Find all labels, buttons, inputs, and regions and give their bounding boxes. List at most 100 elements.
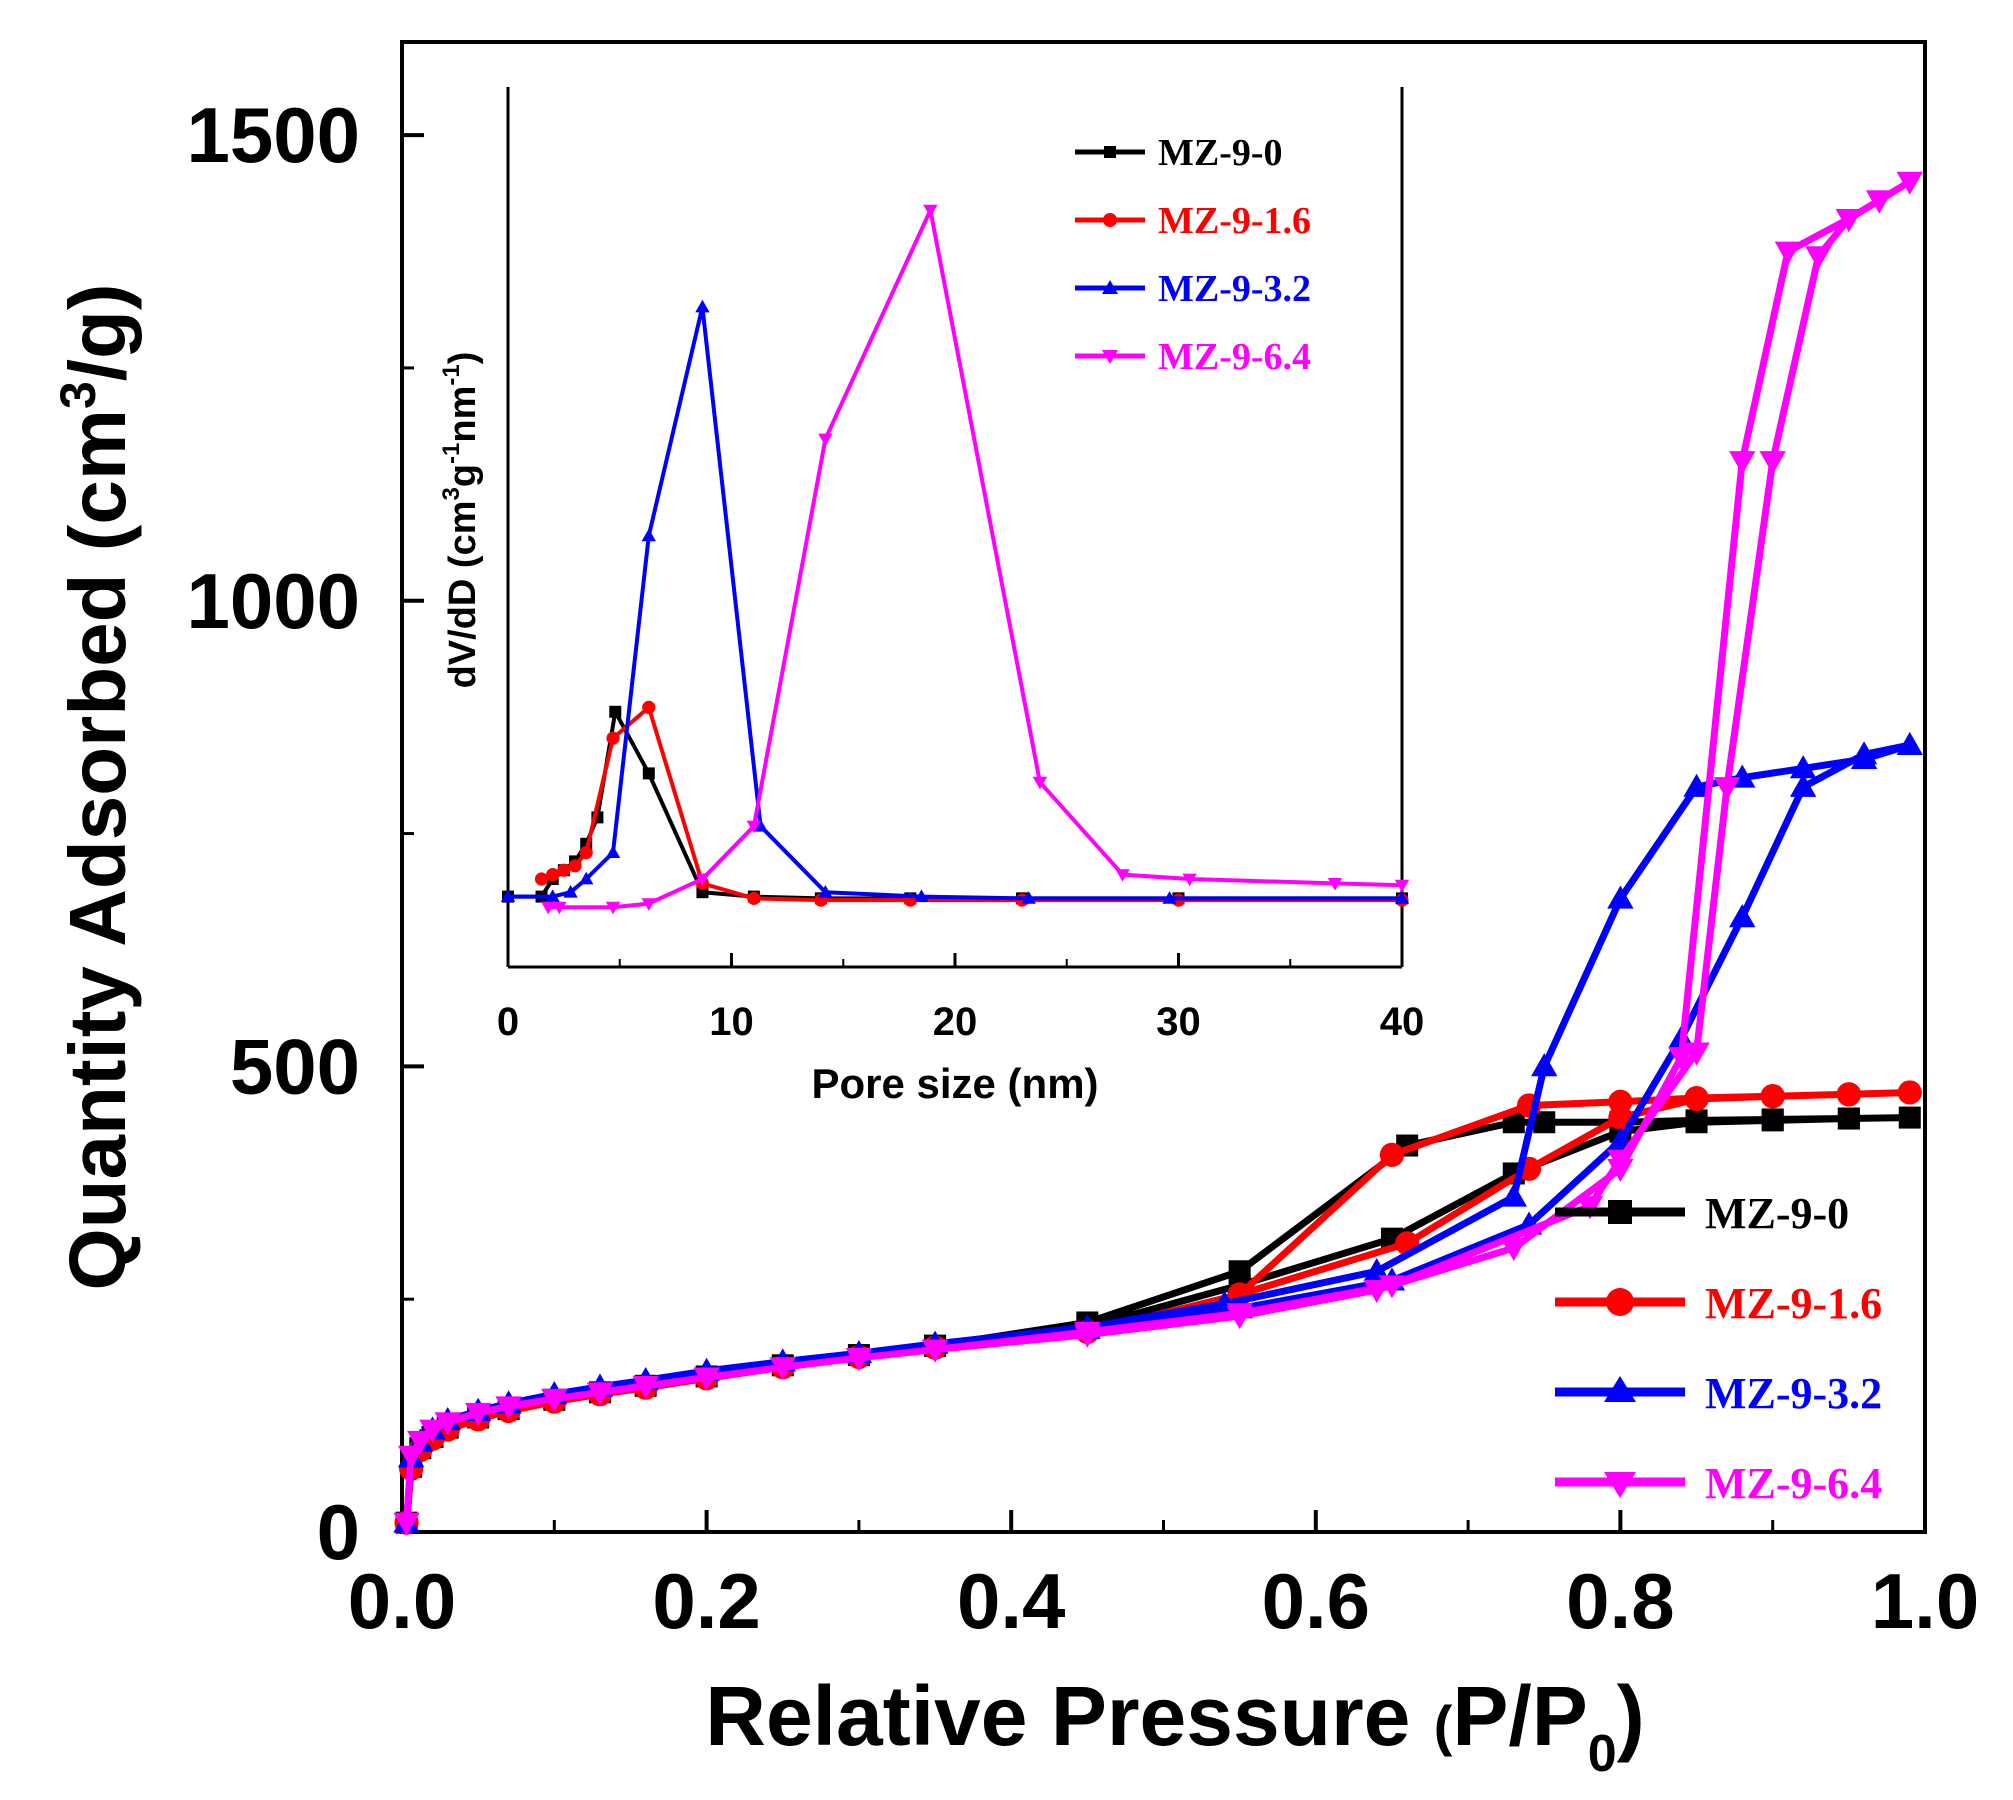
main-data-point-mz-9-0 — [1761, 1108, 1784, 1131]
inset-data-point-mz-9-6-4 — [923, 204, 938, 218]
main-x-tick-label: 0.2 — [652, 1557, 760, 1645]
main-data-point-mz-9-0 — [1898, 1106, 1921, 1129]
main-data-point-mz-9-3-2 — [1683, 773, 1710, 797]
inset-data-point-mz-9-3-2 — [753, 819, 768, 832]
inset-data-point-mz-9-1-6 — [642, 700, 656, 715]
inset-legend-marker-mz-9-6-4 — [1102, 350, 1118, 364]
main-data-point-mz-9-6-4 — [495, 1396, 522, 1420]
inset-background — [508, 87, 1402, 967]
main-data-point-mz-9-3-2 — [1607, 885, 1634, 909]
main-data-point-mz-9-6-4 — [434, 1412, 461, 1436]
main-x-axis-label-p: P/P — [1452, 1669, 1587, 1763]
main-data-point-mz-9-6-4 — [1226, 1303, 1253, 1327]
inset-data-point-mz-9-6-4 — [746, 820, 762, 834]
main-data-point-mz-9-6-4 — [1805, 246, 1832, 270]
main-x-tick-label: 0.4 — [957, 1557, 1065, 1645]
main-data-point-mz-9-1-6 — [1836, 1082, 1861, 1107]
main-y-axis-label: Quantity Adsorbed (cm3/g) — [50, 283, 142, 1290]
main-data-point-mz-9-3-2 — [1729, 904, 1756, 928]
main-data-point-mz-9-6-4 — [407, 1430, 434, 1454]
main-data-point-mz-9-6-4 — [693, 1367, 720, 1391]
inset-data-point-mz-9-6-4 — [641, 898, 657, 911]
main-data-point-mz-9-6-4 — [541, 1388, 568, 1413]
main-legend-label-mz-9-3-2: MZ-9-3.2 — [1705, 1369, 1882, 1418]
main-data-point-mz-9-3-2 — [1500, 1183, 1527, 1207]
main-legend-label-mz-9-6-4: MZ-9-6.4 — [1705, 1459, 1882, 1508]
main-x-tick-label: 0.8 — [1566, 1557, 1674, 1645]
inset-data-point-mz-9-3-2 — [818, 885, 833, 898]
inset-y-label-c: nm — [442, 386, 484, 443]
main-data-point-mz-9-6-4 — [1668, 1047, 1695, 1071]
inset-x-tick-label: 40 — [1380, 1000, 1425, 1044]
main-data-point-mz-9-6-4 — [1713, 777, 1741, 801]
main-legend-marker-mz-9-0 — [1608, 1200, 1632, 1224]
main-x-axis-label-paren-open: ( — [1434, 1694, 1453, 1757]
main-data-point-mz-9-6-4 — [1896, 171, 1923, 195]
main-data-point-mz-9-6-4 — [1835, 209, 1863, 233]
main-data-point-mz-9-1-6 — [1897, 1080, 1922, 1105]
inset-data-point-mz-9-3-2 — [914, 889, 929, 902]
inset-data-point-mz-9-6-4 — [1394, 879, 1410, 893]
inset-legend-marker-mz-9-1-6 — [1103, 213, 1117, 227]
main-x-axis-label-paren-close: ) — [1617, 1669, 1645, 1763]
main-data-point-mz-9-6-4 — [632, 1375, 659, 1399]
inset-data-point-mz-9-1-6 — [568, 859, 582, 873]
main-legend-entry-mz-9-3-2: MZ-9-3.2 — [1555, 1369, 1882, 1418]
main-legend-marker-mz-9-3-2 — [1604, 1376, 1636, 1402]
inset-data-point-mz-9-3-2 — [563, 885, 578, 898]
main-data-point-mz-9-6-4 — [921, 1339, 949, 1363]
inset-data-point-mz-9-6-4 — [605, 901, 621, 915]
main-data-point-mz-9-0 — [1502, 1111, 1525, 1134]
inset-series-mz-9-6-4 — [541, 204, 1410, 915]
inset-legend-entry-mz-9-3-2: MZ-9-3.2 — [1075, 268, 1311, 310]
inset-data-point-mz-9-6-4 — [1032, 776, 1048, 790]
main-data-point-mz-9-6-4 — [769, 1357, 796, 1381]
main-data-point-mz-9-0 — [1533, 1111, 1556, 1134]
inset-x-axis-label: Pore size (nm) — [811, 1060, 1098, 1107]
main-data-point-mz-9-3-2 — [1896, 731, 1923, 755]
main-x-axis-label: Relative Pressure (P/P0) — [705, 1669, 1644, 1783]
inset-legend-entry-mz-9-1-6: MZ-9-1.6 — [1075, 200, 1311, 242]
main-data-point-mz-9-3-2 — [1789, 755, 1817, 779]
main-data-point-mz-9-6-4 — [1774, 241, 1802, 265]
main-data-point-mz-9-6-4 — [1378, 1275, 1406, 1299]
main-data-point-mz-9-6-4 — [845, 1347, 873, 1372]
inset-x-tick-label: 20 — [933, 1000, 978, 1044]
main-data-point-mz-9-6-4 — [1363, 1279, 1390, 1304]
main-data-point-mz-9-6-4 — [1866, 190, 1893, 214]
inset-data-point-mz-9-3-2 — [641, 528, 657, 542]
main-data-point-mz-9-1-6 — [1684, 1085, 1709, 1111]
inset-x-tick-labels: 0 10 20 30 40 — [497, 1000, 1424, 1044]
main-legend-marker-mz-9-6-4 — [1604, 1472, 1636, 1498]
main-data-point-mz-9-6-4 — [1607, 1149, 1634, 1173]
main-data-point-mz-9-0 — [1685, 1109, 1708, 1132]
main-data-point-mz-9-1-6 — [1379, 1142, 1405, 1167]
inset-y-label-b: g — [442, 464, 484, 487]
inset-data-point-mz-9-6-4 — [1182, 873, 1197, 887]
inset-data-point-mz-9-6-4 — [541, 901, 556, 915]
inset-series — [500, 204, 1410, 915]
main-data-point-mz-9-6-4 — [464, 1402, 492, 1426]
inset-y-label-sup2: -1 — [438, 443, 465, 464]
main-y-tick-label: 1500 — [186, 91, 360, 179]
inset-legend-label-mz-9-0: MZ-9-0 — [1158, 132, 1283, 174]
inset-data-point-mz-9-3-2 — [579, 871, 594, 885]
main-y-tick-label: 0 — [317, 1488, 360, 1576]
inset-data-point-mz-9-1-6 — [579, 846, 593, 860]
main-data-point-mz-9-6-4 — [1683, 1042, 1710, 1066]
inset-data-point-mz-9-1-6 — [557, 863, 571, 877]
main-data-point-mz-9-3-2 — [1789, 773, 1817, 797]
inset-data-point-mz-9-3-2 — [500, 889, 516, 902]
inset-data-point-mz-9-1-6 — [534, 872, 549, 886]
main-data-point-mz-9-6-4 — [1500, 1238, 1527, 1262]
inset-legend-label-mz-9-6-4: MZ-9-6.4 — [1158, 336, 1311, 378]
main-legend-marker-mz-9-1-6 — [1606, 1288, 1634, 1316]
inset-legend-label-mz-9-3-2: MZ-9-3.2 — [1158, 268, 1311, 310]
inset-y-axis-label: dV/dD (cm3g-1nm-1) — [438, 352, 484, 689]
main-x-axis-label-sub: 0 — [1588, 1725, 1617, 1783]
main-x-tick-labels: 0.0 0.2 0.4 0.6 0.8 1.0 — [348, 1557, 1979, 1645]
main-x-axis-label-text: Relative Pressure — [705, 1669, 1433, 1763]
main-data-point-mz-9-3-2 — [1531, 1053, 1558, 1077]
